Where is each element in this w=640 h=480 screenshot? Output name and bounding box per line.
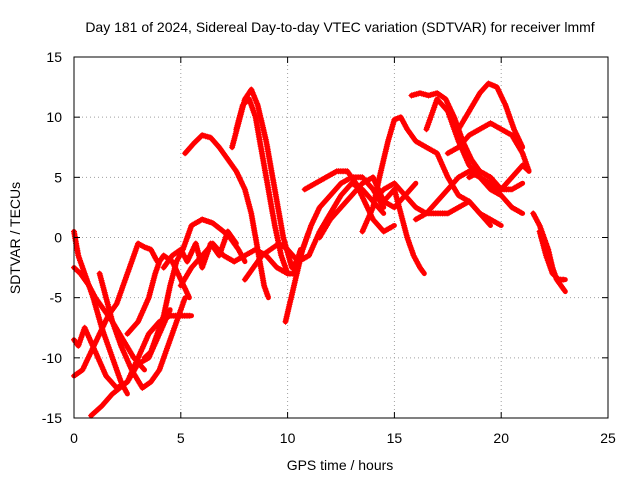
y-tick-label: -5 [50, 290, 63, 306]
series-markers [455, 80, 525, 149]
x-tick-label: 10 [280, 430, 296, 446]
series-markers [301, 168, 396, 235]
series-markers [88, 312, 193, 419]
series-markers [380, 186, 427, 276]
x-tick-label: 25 [600, 430, 616, 446]
series-markers [444, 120, 532, 173]
series-arc11 [182, 132, 271, 301]
series-arc22 [412, 198, 493, 228]
y-axis-label: SDTVAR / TECUs [7, 182, 23, 294]
series-arc5 [88, 312, 194, 419]
y-tick-label: 15 [46, 49, 62, 65]
series-markers [412, 198, 493, 228]
x-tick-label: 20 [493, 430, 509, 446]
series-track [229, 87, 312, 271]
y-tick-label: 5 [54, 169, 62, 185]
series-markers [466, 162, 531, 193]
series-markers [182, 132, 271, 300]
y-tick-label: -15 [42, 410, 62, 426]
series-arc16 [295, 180, 387, 265]
series-arc6 [96, 270, 188, 391]
x-tick-label: 15 [387, 430, 403, 446]
series-markers [96, 270, 188, 391]
y-tick-label: 10 [46, 109, 62, 125]
chart-title: Day 181 of 2024, Sidereal Day-to-day VTE… [85, 19, 594, 35]
series-markers [370, 168, 524, 217]
series-arc29 [536, 228, 568, 283]
x-axis-ticks: 0 5 10 15 20 25 [70, 57, 616, 446]
x-axis-label: GPS time / hours [287, 457, 394, 473]
grid-lines [74, 57, 608, 418]
series-markers [536, 228, 567, 283]
y-tick-label: -10 [42, 350, 62, 366]
x-tick-label: 5 [177, 430, 185, 446]
series-arc13 [233, 96, 303, 277]
series-arc25 [455, 80, 526, 150]
y-axis-ticks: -15 -10 -5 0 5 10 15 [42, 49, 608, 426]
x-tick-label: 0 [70, 430, 78, 446]
series-markers [233, 96, 303, 277]
series-arc26 [444, 120, 532, 174]
series-markers [295, 180, 386, 265]
data-marks [71, 80, 568, 419]
series-arc21 [380, 186, 427, 277]
series-arc27 [466, 162, 532, 193]
y-tick-label: 0 [54, 230, 62, 246]
series-arc17 [301, 168, 397, 235]
